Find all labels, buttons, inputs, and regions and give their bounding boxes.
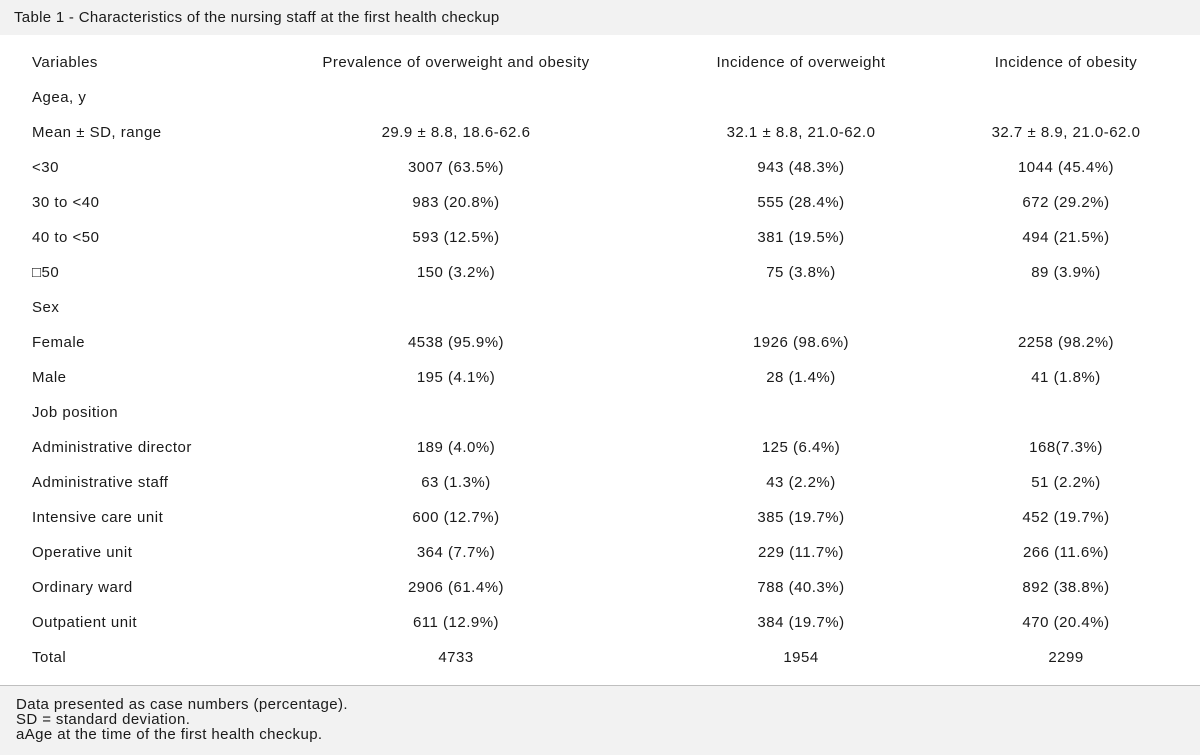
cell-prevalence: 195 (4.1%): [416, 369, 496, 386]
cell-incidence-overweight: 555 (28.4%): [757, 194, 845, 211]
cell-variable: Outpatient unit: [32, 614, 138, 631]
cell-incidence-overweight: 28 (1.4%): [766, 369, 836, 386]
table-row: Mean ± SD, range 29.9 ± 8.8, 18.6-62.6 32.…: [0, 115, 1200, 150]
cell-incidence-obesity: 89 (3.9%): [1031, 264, 1101, 281]
table-container: Variables Prevalence of overweight and o…: [0, 35, 1200, 685]
cell-variable: Job position: [32, 404, 119, 421]
cell-incidence-overweight: 381 (19.5%): [757, 229, 845, 246]
cell-incidence-obesity: [932, 395, 1200, 430]
cell-prevalence: 611 (12.9%): [412, 614, 500, 631]
cell-incidence-obesity: 892 (38.8%): [1022, 579, 1110, 596]
footnote: aAge at the time of the first health che…: [16, 726, 323, 743]
table-row: Administrative staff 63 (1.3%) 43 (2.2%) 51…: [0, 465, 1200, 500]
table-footnotes: Data presented as case numbers (percenta…: [0, 685, 1200, 755]
table-title: Table 1 - Characteristics of the nursing…: [0, 0, 1200, 35]
cell-variable: Total: [32, 649, 67, 666]
header-row: Variables Prevalence of overweight and o…: [0, 45, 1200, 80]
cell-variable: 30 to <40: [32, 194, 100, 211]
cell-prevalence: [290, 80, 664, 115]
table-row: Administrative director 189 (4.0%) 125 (6.…: [0, 430, 1200, 465]
table-row: Outpatient unit 611 (12.9%) 384 (19.7%) 470…: [0, 605, 1200, 640]
cell-incidence-overweight: 384 (19.7%): [757, 614, 845, 631]
cell-prevalence: 2906 (61.4%): [407, 579, 505, 596]
cell-prevalence: 4538 (95.9%): [407, 334, 505, 351]
cell-incidence-overweight: [664, 395, 932, 430]
table-row: Sex: [0, 290, 1200, 325]
cell-incidence-overweight: 788 (40.3%): [757, 579, 845, 596]
cell-incidence-obesity: [932, 80, 1200, 115]
cell-prevalence: 150 (3.2%): [416, 264, 496, 281]
column-header-prevalence: Prevalence of overweight and obesity: [322, 54, 590, 71]
column-header-incidence-overweight: Incidence of overweight: [716, 54, 886, 71]
cell-incidence-overweight: [664, 290, 932, 325]
cell-incidence-overweight: 43 (2.2%): [766, 474, 836, 491]
cell-incidence-obesity: 32.7 ± 8.9, 21.0-62.0: [991, 124, 1141, 141]
table-row: Female 4538 (95.9%) 1926 (98.6%) 2258 (98.2…: [0, 325, 1200, 360]
characteristics-table: Variables Prevalence of overweight and o…: [0, 45, 1200, 675]
cell-variable: □50: [32, 264, 60, 281]
cell-prevalence: 593 (12.5%): [412, 229, 500, 246]
cell-variable: Intensive care unit: [32, 509, 164, 526]
cell-incidence-obesity: 51 (2.2%): [1031, 474, 1101, 491]
cell-incidence-overweight: 75 (3.8%): [766, 264, 836, 281]
table-row: Total 4733 1954 2299: [0, 640, 1200, 675]
cell-prevalence: 29.9 ± 8.8, 18.6-62.6: [381, 124, 531, 141]
table-row: Intensive care unit 600 (12.7%) 385 (19.7%…: [0, 500, 1200, 535]
cell-incidence-overweight: 385 (19.7%): [757, 509, 845, 526]
cell-incidence-overweight: 1926 (98.6%): [752, 334, 850, 351]
cell-variable: Operative unit: [32, 544, 133, 561]
cell-incidence-obesity: 2299: [1048, 649, 1084, 666]
table-row: Agea, y: [0, 80, 1200, 115]
cell-variable: Administrative director: [32, 439, 192, 456]
table-row: <30 3007 (63.5%) 943 (48.3%) 1044 (45.4%): [0, 150, 1200, 185]
table-row: 40 to <50 593 (12.5%) 381 (19.5%) 494 (21.5…: [0, 220, 1200, 255]
cell-prevalence: 364 (7.7%): [416, 544, 496, 561]
cell-prevalence: [290, 395, 664, 430]
cell-variable: <30: [32, 159, 59, 176]
cell-prevalence: 189 (4.0%): [416, 439, 496, 456]
column-header-incidence-obesity: Incidence of obesity: [994, 54, 1138, 71]
cell-incidence-obesity: 41 (1.8%): [1031, 369, 1101, 386]
table-row: Operative unit 364 (7.7%) 229 (11.7%) 266 (…: [0, 535, 1200, 570]
cell-prevalence: 983 (20.8%): [412, 194, 500, 211]
cell-variable: Male: [32, 369, 67, 386]
cell-variable: 40 to <50: [32, 229, 100, 246]
cell-prevalence: 4733: [438, 649, 474, 666]
table-body: Agea, y Mean ± SD, range 29.9 ± 8.8, 18.6-…: [0, 80, 1200, 675]
cell-incidence-overweight: 1954: [783, 649, 819, 666]
cell-prevalence: 63 (1.3%): [421, 474, 491, 491]
table-row: Male 195 (4.1%) 28 (1.4%) 41 (1.8%): [0, 360, 1200, 395]
cell-prevalence: 600 (12.7%): [412, 509, 500, 526]
cell-variable: Administrative staff: [32, 474, 169, 491]
cell-incidence-obesity: 2258 (98.2%): [1017, 334, 1115, 351]
cell-incidence-obesity: 1044 (45.4%): [1017, 159, 1115, 176]
table-row: □50 150 (3.2%) 75 (3.8%) 89 (3.9%): [0, 255, 1200, 290]
footnote: SD = standard deviation.: [16, 711, 191, 728]
cell-prevalence: 3007 (63.5%): [407, 159, 505, 176]
cell-variable: Ordinary ward: [32, 579, 133, 596]
table-header: Variables Prevalence of overweight and o…: [0, 45, 1200, 80]
cell-incidence-obesity: 672 (29.2%): [1022, 194, 1110, 211]
cell-incidence-overweight: 943 (48.3%): [757, 159, 845, 176]
cell-incidence-obesity: 452 (19.7%): [1022, 509, 1110, 526]
table-row: Job position: [0, 395, 1200, 430]
cell-prevalence: [290, 290, 664, 325]
column-header-variables: Variables: [32, 54, 98, 71]
cell-variable: Sex: [32, 299, 60, 316]
cell-variable: Mean ± SD, range: [32, 124, 162, 141]
cell-incidence-overweight: 229 (11.7%): [757, 544, 845, 561]
cell-variable: Agea, y: [32, 89, 87, 106]
cell-incidence-obesity: 494 (21.5%): [1022, 229, 1110, 246]
cell-incidence-obesity: 266 (11.6%): [1022, 544, 1110, 561]
table-row: Ordinary ward 2906 (61.4%) 788 (40.3%) 892 …: [0, 570, 1200, 605]
table-row: 30 to <40 983 (20.8%) 555 (28.4%) 672 (29.2…: [0, 185, 1200, 220]
cell-incidence-obesity: 470 (20.4%): [1022, 614, 1110, 631]
cell-incidence-overweight: 32.1 ± 8.8, 21.0-62.0: [726, 124, 876, 141]
cell-incidence-overweight: [664, 80, 932, 115]
cell-incidence-overweight: 125 (6.4%): [761, 439, 841, 456]
cell-variable: Female: [32, 334, 86, 351]
cell-incidence-obesity: [932, 290, 1200, 325]
cell-incidence-obesity: 168(7.3%): [1029, 439, 1103, 456]
footnote: Data presented as case numbers (percenta…: [16, 696, 348, 713]
